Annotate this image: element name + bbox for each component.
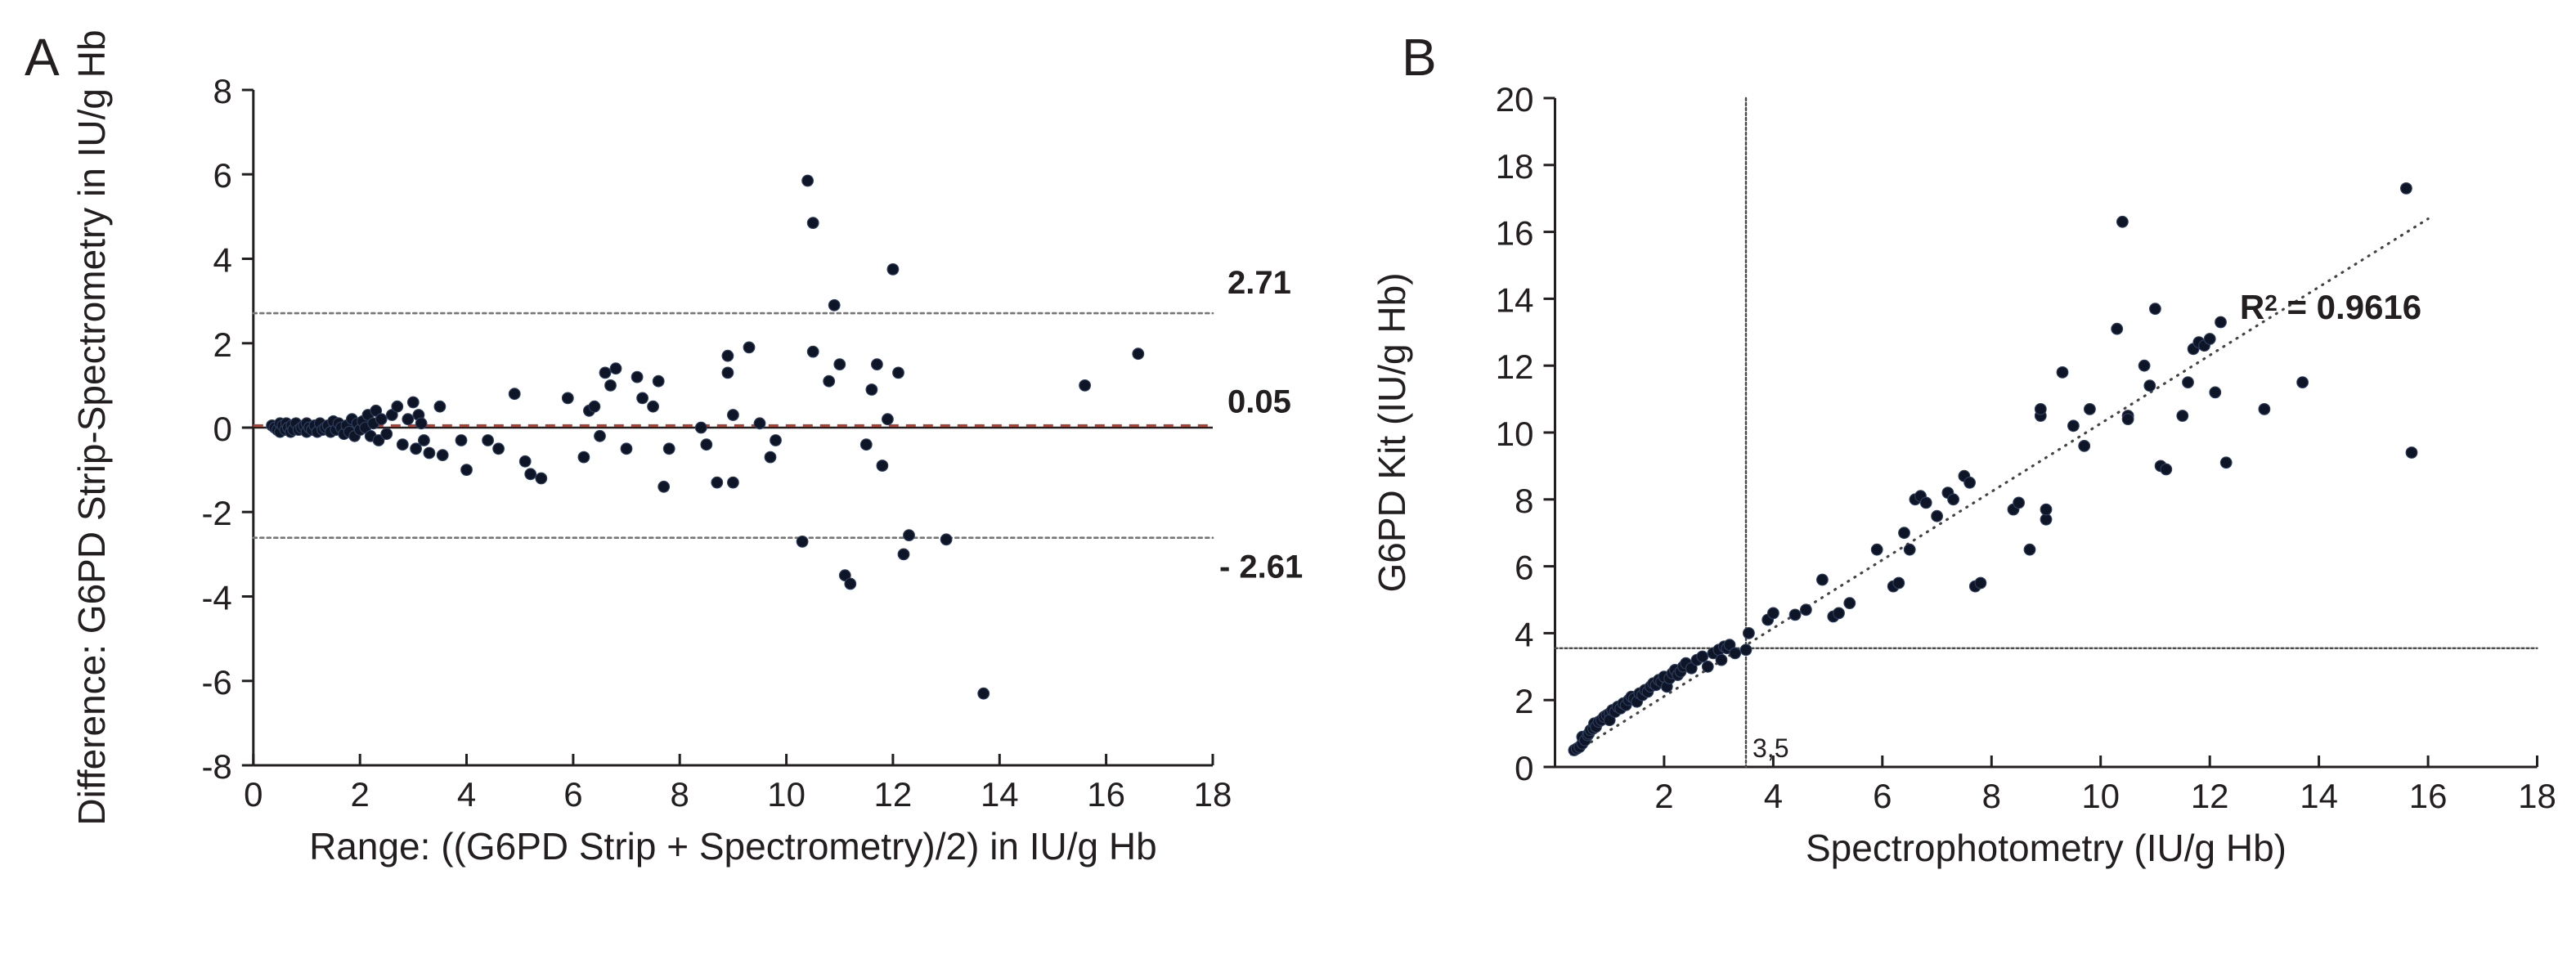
- svg-text:18: 18: [2518, 777, 2556, 815]
- svg-text:4: 4: [1764, 777, 1783, 815]
- svg-text:Difference: G6PD Strip-Spectro: Difference: G6PD Strip-Spectrometry in I…: [70, 29, 113, 825]
- svg-text:2: 2: [1654, 777, 1673, 815]
- svg-text:0: 0: [1515, 749, 1533, 787]
- svg-text:0: 0: [213, 410, 231, 448]
- svg-text:10: 10: [1496, 415, 1534, 453]
- svg-text:0.05: 0.05: [1227, 383, 1291, 419]
- svg-text:A: A: [25, 28, 60, 87]
- svg-text:20: 20: [1496, 80, 1534, 119]
- svg-text:4: 4: [213, 241, 231, 280]
- svg-text:6: 6: [213, 156, 231, 195]
- svg-text:10: 10: [2081, 777, 2120, 815]
- svg-text:6: 6: [563, 775, 582, 814]
- svg-text:6: 6: [1515, 549, 1533, 587]
- svg-text:Spectrophotometry (IU/g Hb): Spectrophotometry (IU/g Hb): [1806, 827, 2287, 869]
- svg-text:2: 2: [213, 325, 231, 364]
- svg-text:8: 8: [671, 775, 689, 814]
- svg-text:16: 16: [2409, 777, 2448, 815]
- svg-text:-2: -2: [201, 494, 231, 532]
- svg-text:4: 4: [1515, 615, 1533, 653]
- svg-text:12: 12: [2191, 777, 2229, 815]
- svg-text:18: 18: [1496, 147, 1534, 186]
- svg-text:12: 12: [874, 775, 913, 814]
- svg-text:8: 8: [1515, 482, 1533, 520]
- svg-text:18: 18: [1194, 775, 1232, 814]
- svg-text:6: 6: [1873, 777, 1892, 815]
- svg-text:G6PD Kit (IU/g Hb): G6PD Kit (IU/g Hb): [1371, 272, 1413, 592]
- svg-text:0: 0: [244, 775, 263, 814]
- svg-text:2.71: 2.71: [1227, 265, 1291, 301]
- svg-text:-6: -6: [201, 663, 231, 702]
- svg-text:16: 16: [1496, 214, 1534, 253]
- svg-text:-4: -4: [201, 579, 231, 617]
- svg-text:10: 10: [767, 775, 806, 814]
- svg-text:B: B: [1402, 28, 1437, 87]
- svg-text:Range: ((G6PD Strip + Spectrom: Range: ((G6PD Strip + Spectrometry)/2) i…: [309, 825, 1157, 868]
- svg-text:12: 12: [1496, 347, 1534, 386]
- svg-text:16: 16: [1087, 775, 1125, 814]
- svg-text:4: 4: [457, 775, 476, 814]
- svg-text:3,5: 3,5: [1752, 733, 1788, 763]
- svg-text:14: 14: [2300, 777, 2338, 815]
- svg-text:8: 8: [213, 72, 231, 110]
- svg-text:8: 8: [1982, 777, 2001, 815]
- svg-text:2: 2: [351, 775, 370, 814]
- svg-text:14: 14: [981, 775, 1019, 814]
- svg-text:-8: -8: [201, 747, 231, 786]
- svg-text:2: 2: [1515, 682, 1533, 720]
- svg-text:14: 14: [1496, 280, 1534, 319]
- svg-text:- 2.61: - 2.61: [1219, 549, 1303, 585]
